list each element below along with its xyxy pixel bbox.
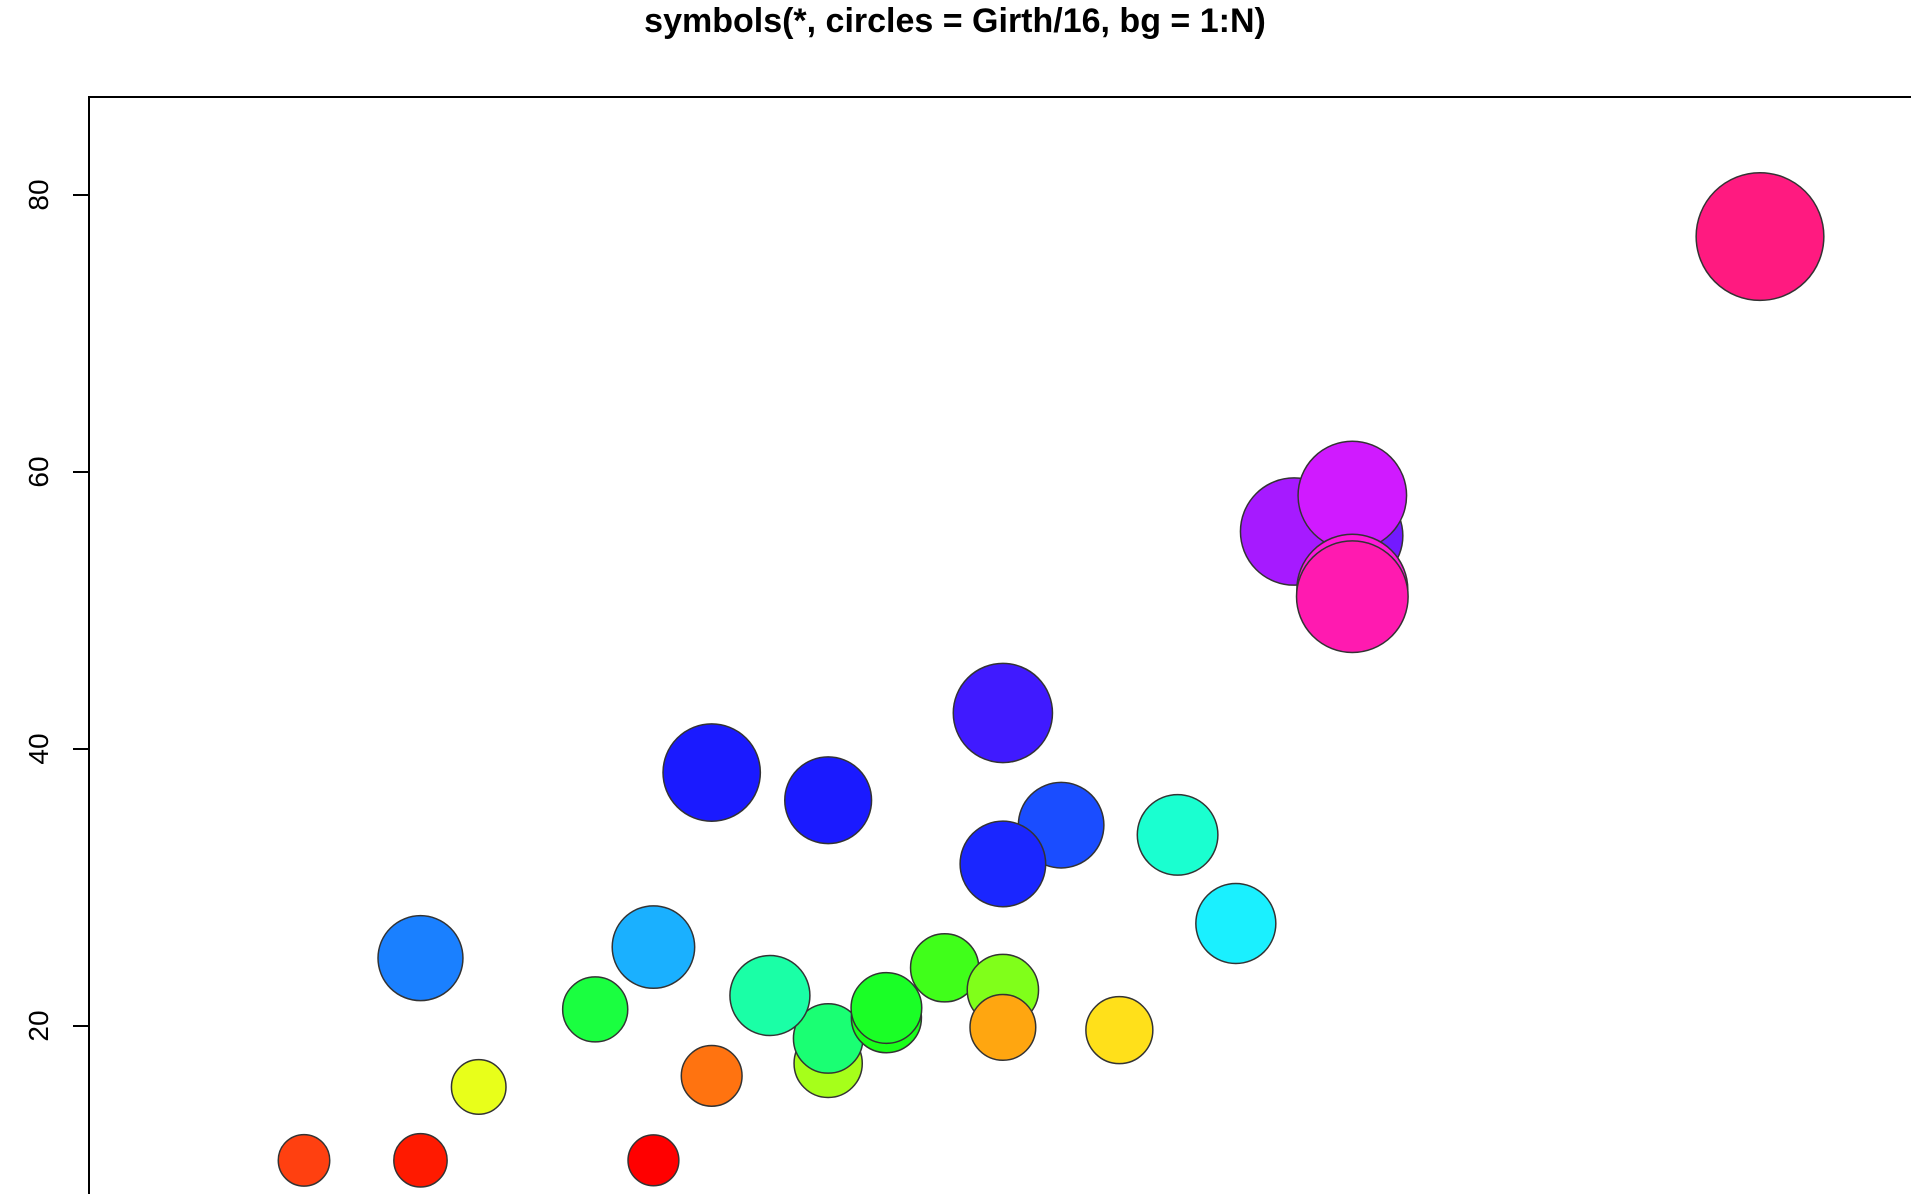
points-layer — [277, 171, 1825, 1188]
data-point-circle — [277, 1133, 331, 1187]
data-point-circle — [561, 976, 629, 1043]
data-point-circle — [377, 914, 464, 1002]
data-point-circle — [1136, 793, 1219, 876]
data-point-circle — [952, 662, 1054, 764]
data-point-circle — [1695, 171, 1825, 302]
data-point-circle — [969, 993, 1037, 1061]
y-tick-label: 40 — [23, 733, 54, 764]
data-point-circle — [1295, 540, 1409, 654]
data-point-circle — [450, 1058, 507, 1115]
data-point-circle — [784, 756, 873, 845]
data-point-circle — [627, 1134, 680, 1187]
y-tick-label: 80 — [23, 179, 54, 210]
data-point-circle — [662, 723, 762, 822]
y-axis: 20 40 60 80 — [23, 179, 90, 1042]
data-point-circle — [959, 820, 1047, 908]
data-point-circle — [1085, 995, 1154, 1065]
data-point-circle — [393, 1132, 448, 1188]
data-point-circle — [1195, 882, 1277, 965]
y-tick-label: 60 — [23, 456, 54, 487]
data-point-circle — [611, 905, 696, 990]
chart-title: symbols(*, circles = Girth/16, bg = 1:N) — [644, 2, 1266, 40]
y-tick-label: 20 — [23, 1010, 54, 1041]
data-point-circle — [680, 1044, 743, 1107]
data-point-circle — [850, 971, 923, 1045]
data-point-circle — [729, 954, 811, 1037]
